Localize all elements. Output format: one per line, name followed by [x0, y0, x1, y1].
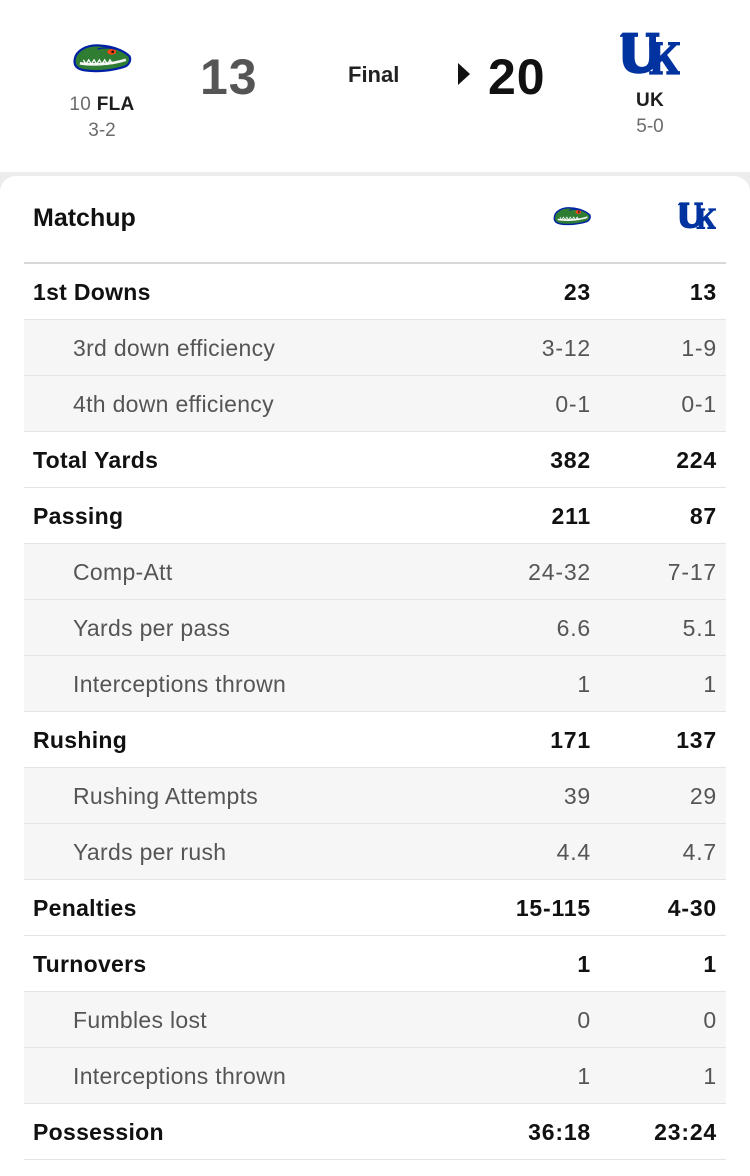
stat-away-value: 0-1 [555, 391, 591, 417]
stat-row: 3rd down efficiency 3-12 1-9 [24, 320, 726, 376]
stat-home-value: 4.7 [682, 839, 717, 865]
stat-home-value: 224 [676, 447, 717, 473]
stat-home-value: 5.1 [682, 615, 717, 641]
stat-home-value: 87 [689, 503, 717, 529]
stat-label: Penalties [33, 895, 137, 921]
gator-head-icon [552, 203, 592, 229]
uk-logo-icon [620, 28, 680, 80]
game-status: Final [348, 62, 400, 87]
stat-row: Possession 36:18 23:24 [24, 1104, 726, 1160]
stat-label: Rushing [33, 727, 128, 753]
stat-row: Rushing 171 137 [24, 712, 726, 768]
stat-away-value: 15-115 [515, 895, 591, 921]
stat-row: Turnovers 1 1 [24, 936, 726, 992]
stat-away-value: 1 [577, 951, 591, 977]
stat-away-value: 1 [577, 671, 591, 697]
stat-away-value: 4.4 [556, 839, 591, 865]
stat-row: Penalties 15-115 4-30 [24, 880, 726, 936]
stat-away-value: 1 [577, 1063, 591, 1089]
stat-home-value: 1 [703, 1063, 717, 1089]
stats-table: 1st Downs 23 13 3rd down efficiency 3-12 1-9 4… [24, 264, 726, 1160]
stat-home-value: 23:24 [654, 1119, 717, 1145]
away-team-rank: 10 [69, 94, 92, 115]
away-team-abbr: FLA [96, 94, 135, 115]
stat-label: 1st Downs [33, 279, 151, 305]
stat-home-value: 29 [689, 783, 717, 809]
stat-label: 3rd down efficiency [73, 335, 276, 361]
stat-row: Yards per rush 4.4 4.7 [24, 824, 726, 880]
stat-label: Turnovers [33, 951, 147, 977]
stat-away-value: 39 [563, 783, 591, 809]
stat-home-value: 137 [676, 727, 717, 753]
stat-label: Total Yards [33, 447, 159, 473]
stat-row: 4th down efficiency 0-1 0-1 [24, 376, 726, 432]
stat-home-value: 13 [689, 279, 717, 305]
stat-away-value: 23 [563, 279, 591, 305]
stat-home-value: 1 [703, 951, 717, 977]
stat-home-value: 0-1 [681, 391, 717, 417]
home-team-abbr: UK [635, 90, 665, 111]
away-team-rank-abbr: 10 FLA [32, 94, 172, 116]
stat-home-value: 0 [703, 1007, 717, 1033]
winner-arrow-icon [458, 63, 470, 85]
stat-row: Passing 211 87 [24, 488, 726, 544]
stat-row: Fumbles lost 0 0 [24, 992, 726, 1048]
away-team-record: 3-2 [88, 120, 116, 141]
stat-row: Interceptions thrown 1 1 [24, 1048, 726, 1104]
gator-head-icon [71, 32, 133, 84]
stat-label: 4th down efficiency [73, 391, 274, 417]
home-team-record: 5-0 [636, 116, 664, 137]
stat-row: Comp-Att 24-32 7-17 [24, 544, 726, 600]
stat-label: Possession [33, 1119, 164, 1145]
stat-away-value: 0 [577, 1007, 591, 1033]
stat-away-value: 6.6 [556, 615, 591, 641]
stat-label: Interceptions thrown [73, 671, 287, 697]
stat-away-value: 211 [551, 503, 591, 529]
stat-label: Fumbles lost [73, 1007, 207, 1033]
stat-away-value: 36:18 [528, 1119, 591, 1145]
home-team-abbr-line: UK [580, 90, 720, 112]
stat-home-value: 4-30 [667, 895, 717, 921]
matchup-card: Matchup 1st Downs 23 13 3rd down efficiency… [0, 176, 750, 1176]
stat-home-value: 1 [703, 671, 717, 697]
away-score: 13 [200, 49, 258, 105]
stat-label: Yards per rush [73, 839, 227, 865]
stat-row: Yards per pass 6.6 5.1 [24, 600, 726, 656]
stat-row: 1st Downs 23 13 [24, 264, 726, 320]
stat-row: Rushing Attempts 39 29 [24, 768, 726, 824]
stat-label: Rushing Attempts [73, 783, 259, 809]
matchup-title: Matchup [33, 204, 136, 232]
stat-label: Comp-Att [73, 559, 173, 585]
stat-home-value: 1-9 [681, 335, 717, 361]
away-team[interactable]: 10 FLA 3-2 [32, 28, 172, 142]
home-score: 20 [488, 49, 546, 105]
scoreboard-header: 10 FLA 3-2 13 Final 20 UK 5-0 [0, 0, 750, 172]
stat-away-value: 24-32 [528, 559, 591, 585]
stat-away-value: 382 [550, 447, 591, 473]
stat-label: Interceptions thrown [73, 1063, 287, 1089]
stat-row: Total Yards 382 224 [24, 432, 726, 488]
home-team[interactable]: UK 5-0 [580, 28, 720, 138]
matchup-header: Matchup [24, 176, 726, 264]
stat-label: Yards per pass [73, 615, 231, 641]
stat-away-value: 3-12 [541, 335, 591, 361]
stat-label: Passing [33, 503, 124, 529]
uk-logo-icon [678, 200, 716, 232]
stat-row: Interceptions thrown 1 1 [24, 656, 726, 712]
stat-away-value: 171 [550, 727, 591, 753]
stat-home-value: 7-17 [667, 559, 717, 585]
